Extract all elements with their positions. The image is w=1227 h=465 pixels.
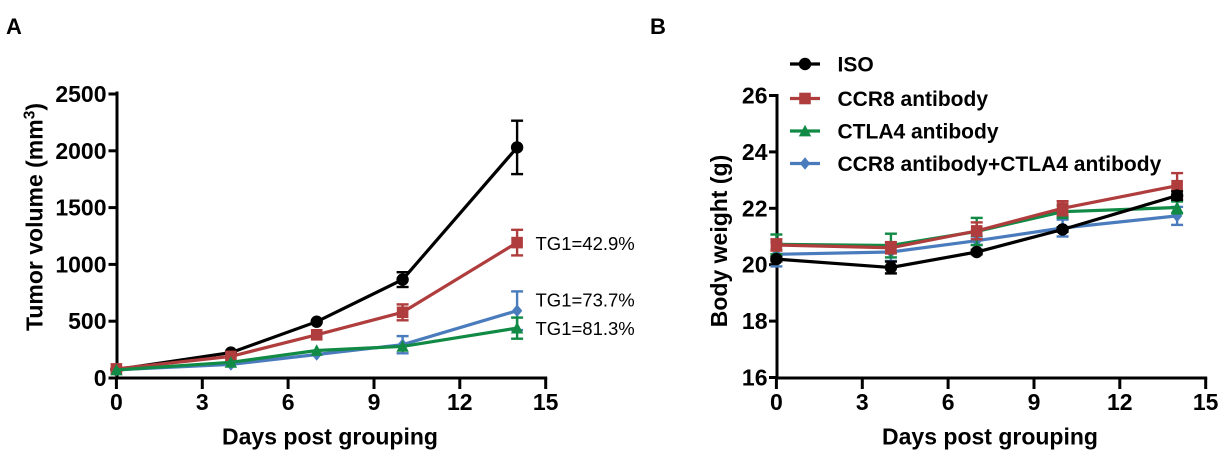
svg-text:26: 26	[742, 83, 768, 109]
svg-text:TG1=73.7%: TG1=73.7%	[536, 290, 635, 311]
svg-text:3: 3	[856, 389, 869, 415]
svg-text:0: 0	[770, 389, 783, 415]
svg-text:6: 6	[942, 389, 955, 415]
svg-text:22: 22	[742, 195, 768, 221]
svg-text:1000: 1000	[55, 251, 106, 277]
svg-text:12: 12	[447, 389, 473, 415]
svg-text:12: 12	[1107, 389, 1133, 415]
svg-text:6: 6	[282, 389, 295, 415]
svg-text:B: B	[650, 14, 666, 39]
svg-text:2500: 2500	[55, 81, 106, 107]
svg-text:3: 3	[196, 389, 209, 415]
svg-text:CCR8 antibody: CCR8 antibody	[838, 88, 989, 111]
svg-text:A: A	[6, 14, 22, 39]
svg-text:1500: 1500	[55, 195, 106, 221]
svg-text:15: 15	[533, 389, 559, 415]
svg-text:18: 18	[742, 308, 768, 334]
svg-text:9: 9	[368, 389, 381, 415]
svg-text:15: 15	[1193, 389, 1219, 415]
svg-text:Days post grouping: Days post grouping	[222, 424, 438, 450]
svg-text:CCR8 antibody+CTLA4 antibody: CCR8 antibody+CTLA4 antibody	[838, 153, 1162, 176]
svg-text:TG1=42.9%: TG1=42.9%	[536, 233, 635, 254]
svg-text:20: 20	[742, 252, 768, 278]
svg-text:9: 9	[1028, 389, 1041, 415]
svg-text:Tumor volume (mm3): Tumor volume (mm3)	[22, 103, 48, 331]
svg-text:24: 24	[742, 139, 768, 165]
svg-text:0: 0	[110, 389, 123, 415]
svg-text:CTLA4 antibody: CTLA4 antibody	[838, 121, 999, 144]
svg-text:0: 0	[94, 365, 107, 391]
svg-text:2000: 2000	[55, 138, 106, 164]
svg-text:ISO: ISO	[838, 54, 874, 77]
svg-text:Body weight (g): Body weight (g)	[706, 155, 732, 327]
svg-text:16: 16	[742, 365, 768, 391]
svg-text:Days post grouping: Days post grouping	[882, 424, 1098, 450]
svg-text:500: 500	[68, 308, 106, 334]
svg-text:TG1=81.3%: TG1=81.3%	[536, 318, 635, 339]
